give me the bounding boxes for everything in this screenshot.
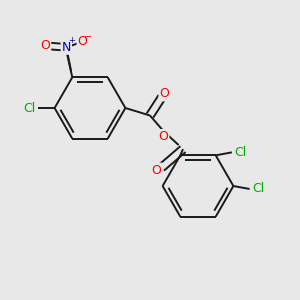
Text: Cl: Cl	[252, 182, 264, 196]
Text: O: O	[159, 130, 168, 143]
Text: O: O	[152, 164, 161, 177]
Text: O: O	[78, 35, 87, 48]
Text: O: O	[160, 87, 169, 101]
Text: O: O	[40, 39, 50, 52]
Text: N: N	[61, 41, 71, 54]
Text: +: +	[68, 36, 74, 45]
Text: Cl: Cl	[24, 101, 36, 115]
Text: −: −	[84, 32, 93, 41]
Text: Cl: Cl	[234, 146, 246, 159]
